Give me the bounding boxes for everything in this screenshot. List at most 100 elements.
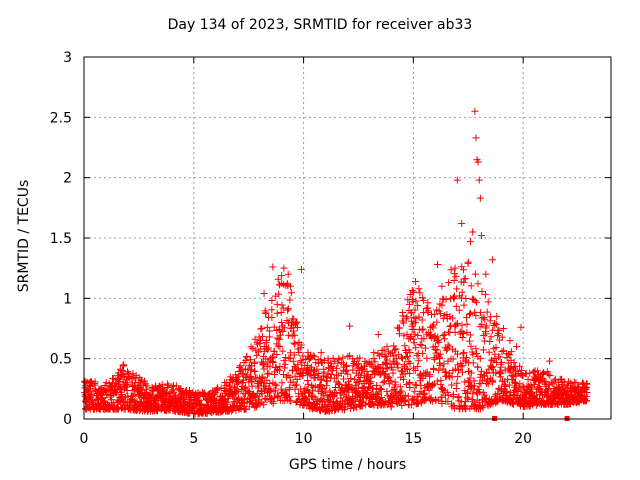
data-point bbox=[261, 347, 269, 355]
data-point bbox=[335, 355, 343, 363]
data-point bbox=[457, 363, 465, 371]
data-point bbox=[411, 319, 419, 327]
data-point bbox=[471, 270, 479, 278]
data-point bbox=[441, 330, 449, 338]
data-point bbox=[424, 299, 432, 307]
data-point bbox=[463, 320, 471, 328]
data-point bbox=[340, 375, 348, 383]
data-point bbox=[98, 391, 106, 399]
data-point bbox=[309, 352, 317, 360]
data-point bbox=[289, 357, 297, 365]
data-point bbox=[477, 367, 485, 375]
data-point bbox=[297, 265, 305, 273]
data-point bbox=[255, 400, 263, 408]
data-point bbox=[439, 331, 447, 339]
data-point bbox=[536, 385, 544, 393]
data-point bbox=[546, 357, 554, 365]
data-point bbox=[400, 319, 408, 327]
data-point bbox=[290, 315, 298, 323]
data-point bbox=[416, 289, 424, 297]
data-point bbox=[245, 389, 253, 397]
data-point bbox=[419, 349, 427, 357]
data-point bbox=[460, 330, 468, 338]
data-point bbox=[401, 391, 409, 399]
data-point bbox=[472, 350, 480, 358]
data-point bbox=[158, 381, 166, 389]
data-point bbox=[463, 314, 471, 322]
data-point bbox=[422, 369, 430, 377]
data-point bbox=[269, 263, 277, 271]
data-point bbox=[419, 296, 427, 304]
data-point bbox=[237, 396, 245, 404]
data-point bbox=[295, 349, 303, 357]
data-point bbox=[247, 373, 255, 381]
data-point bbox=[406, 334, 414, 342]
data-point bbox=[123, 386, 131, 394]
data-point bbox=[406, 359, 414, 367]
data-point bbox=[452, 321, 460, 329]
data-point bbox=[496, 353, 504, 361]
data-point bbox=[248, 382, 256, 390]
data-point bbox=[224, 395, 232, 403]
data-point bbox=[467, 342, 475, 350]
data-point bbox=[464, 388, 472, 396]
data-point bbox=[304, 380, 312, 388]
data-point bbox=[437, 310, 445, 318]
data-point bbox=[284, 305, 292, 313]
data-point bbox=[100, 397, 108, 405]
data-point bbox=[530, 368, 538, 376]
data-point bbox=[518, 366, 526, 374]
data-point bbox=[229, 391, 237, 399]
data-point bbox=[322, 382, 330, 390]
data-point bbox=[420, 335, 428, 343]
data-point bbox=[305, 388, 313, 396]
data-point bbox=[242, 357, 250, 365]
data-point bbox=[350, 404, 358, 412]
data-point bbox=[266, 379, 274, 387]
data-point bbox=[316, 381, 324, 389]
data-point bbox=[115, 378, 123, 386]
data-point bbox=[481, 315, 489, 323]
data-point bbox=[428, 322, 436, 330]
data-point bbox=[498, 358, 506, 366]
data-point bbox=[524, 375, 532, 383]
data-point bbox=[417, 381, 425, 389]
y-axis-label: SRMTID / TECUs bbox=[16, 179, 32, 293]
data-point bbox=[282, 353, 290, 361]
data-point bbox=[248, 378, 256, 386]
data-point bbox=[304, 349, 312, 357]
data-point bbox=[343, 361, 351, 369]
data-point bbox=[411, 387, 419, 395]
data-point bbox=[291, 382, 299, 390]
data-point bbox=[472, 401, 480, 409]
data-point bbox=[473, 298, 481, 306]
data-point bbox=[453, 176, 461, 184]
data-point bbox=[506, 337, 514, 345]
data-point bbox=[414, 393, 422, 401]
data-point bbox=[328, 362, 336, 370]
data-point bbox=[481, 337, 489, 345]
data-point bbox=[272, 364, 280, 372]
data-point bbox=[233, 373, 241, 381]
data-point bbox=[265, 333, 273, 341]
data-point bbox=[269, 353, 277, 361]
data-point bbox=[274, 275, 282, 283]
data-point bbox=[453, 319, 461, 327]
data-point bbox=[128, 379, 136, 387]
data-point bbox=[124, 369, 132, 377]
data-point bbox=[477, 371, 485, 379]
data-point bbox=[407, 401, 415, 409]
data-point bbox=[87, 382, 95, 390]
data-point bbox=[392, 359, 400, 367]
data-point bbox=[276, 363, 284, 371]
data-point bbox=[572, 379, 580, 387]
data-point bbox=[462, 354, 470, 362]
data-point bbox=[458, 321, 466, 329]
data-point bbox=[356, 354, 364, 362]
data-point bbox=[298, 372, 306, 380]
data-point bbox=[398, 355, 406, 363]
data-point bbox=[563, 381, 571, 389]
data-point bbox=[365, 383, 373, 391]
data-point bbox=[467, 369, 475, 377]
